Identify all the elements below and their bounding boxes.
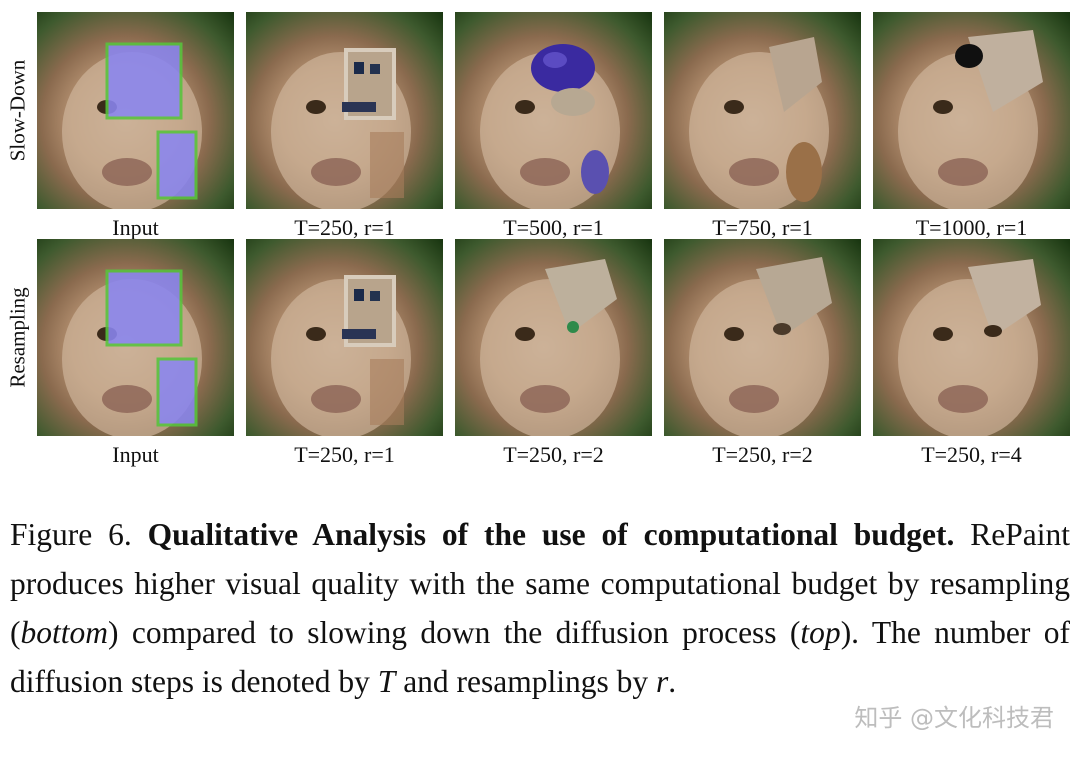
caption-t750-r1: T=750, r=1 (712, 215, 813, 240)
figure-body-bottom: bottom (20, 615, 109, 650)
row-label-text: Slow-Down (5, 59, 30, 162)
row-label-text: Resampling (5, 287, 30, 388)
image-t250-r2-resampling-a (455, 239, 652, 436)
figure-body-top: top (800, 615, 841, 650)
image-t750-r1-slowdown (664, 12, 861, 209)
figure-number: Figure 6. (10, 517, 132, 552)
image-input-masked (37, 12, 234, 209)
math-var-t: T (377, 664, 396, 699)
figure-body-3: ). The number of diffusion steps is deno… (10, 615, 1070, 699)
image-t250-r1-slowdown (246, 12, 443, 209)
figure-body-4: and resamplings by (403, 664, 649, 699)
caption-t250-r4: T=250, r=4 (921, 442, 1022, 467)
watermark: 知乎 @文化科技君 (854, 704, 1054, 732)
figure-body-5: . (668, 664, 677, 699)
caption-t500-r1: T=500, r=1 (503, 215, 604, 240)
figure-body-2: ) compared to slowing down the diffusion… (108, 615, 801, 650)
caption-input: Input (112, 442, 159, 467)
caption-t250-r2: T=250, r=2 (503, 442, 604, 467)
figure-body-1: RePaint produces higher visual quality w… (10, 517, 1071, 650)
image-t250-r4-resampling (873, 239, 1070, 436)
caption-input: Input (112, 215, 159, 240)
caption-t1000-r1: T=1000, r=1 (915, 215, 1028, 240)
row-label-resampling: Resampling (0, 239, 36, 436)
image-t250-r2-resampling-b (664, 239, 861, 436)
caption-t250-r2: T=250, r=2 (712, 442, 813, 467)
image-t1000-r1-slowdown (873, 12, 1070, 209)
figure-caption: Figure 6. Qualitative Analysis of the us… (10, 510, 1070, 706)
image-t500-r1-slowdown (455, 12, 652, 209)
math-var-r: r (656, 664, 669, 699)
image-input-masked-resampling (37, 239, 234, 436)
caption-t250-r1: T=250, r=1 (294, 442, 395, 467)
figure-title: Qualitative Analysis of the use of compu… (147, 517, 955, 552)
image-t250-r1-resampling (246, 239, 443, 436)
caption-t250-r1: T=250, r=1 (294, 215, 395, 240)
row-label-slow-down: Slow-Down (0, 12, 36, 209)
